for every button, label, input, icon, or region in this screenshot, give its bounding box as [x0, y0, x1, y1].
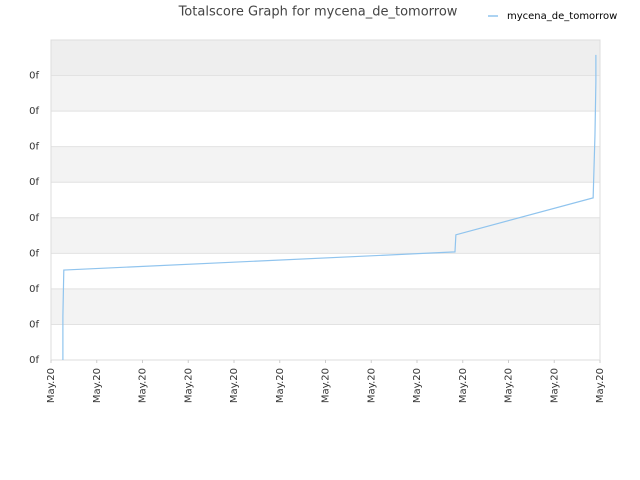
x-tick-label: May.20 [183, 368, 194, 403]
y-tick-label: 0f [29, 319, 39, 330]
y-tick-label: 0f [29, 142, 39, 153]
plot-band [51, 111, 600, 147]
x-tick-label: May.20 [138, 368, 149, 403]
series-line [62, 54, 597, 360]
x-tick-label: May.20 [412, 368, 423, 403]
plot-band [51, 324, 600, 360]
plot-band [51, 75, 600, 112]
x-tick-label: May.20 [549, 368, 560, 403]
plot-band [51, 40, 600, 76]
y-tick-label: 0f [29, 71, 39, 82]
y-tick-label: 0f [29, 284, 39, 295]
x-tick-label: May.20 [321, 368, 332, 403]
x-tick-label: May.20 [504, 368, 515, 403]
x-tick-label: May.20 [366, 368, 377, 403]
x-tick-label: May.20 [92, 368, 103, 403]
x-tick-label: May.20 [458, 368, 469, 403]
plot-band [51, 146, 600, 183]
plot-band [51, 253, 600, 289]
x-tick-label: May.20 [275, 368, 286, 403]
legend-label: mycena_de_tomorrow [507, 11, 617, 22]
x-tick-label: May.20 [46, 368, 57, 403]
y-tick-label: 0f [29, 355, 39, 366]
plot-band [51, 182, 600, 218]
y-tick-label: 0f [29, 177, 39, 188]
plot-band [51, 217, 600, 254]
x-tick-label: May.20 [229, 368, 240, 403]
chart-title: Totalscore Graph for mycena_de_tomorrow [178, 5, 458, 20]
y-tick-label: 0f [29, 106, 39, 117]
plot-band [51, 288, 600, 325]
y-tick-label: 0f [29, 248, 39, 259]
y-tick-label: 0f [29, 213, 39, 224]
x-tick-label: May.20 [595, 368, 606, 403]
